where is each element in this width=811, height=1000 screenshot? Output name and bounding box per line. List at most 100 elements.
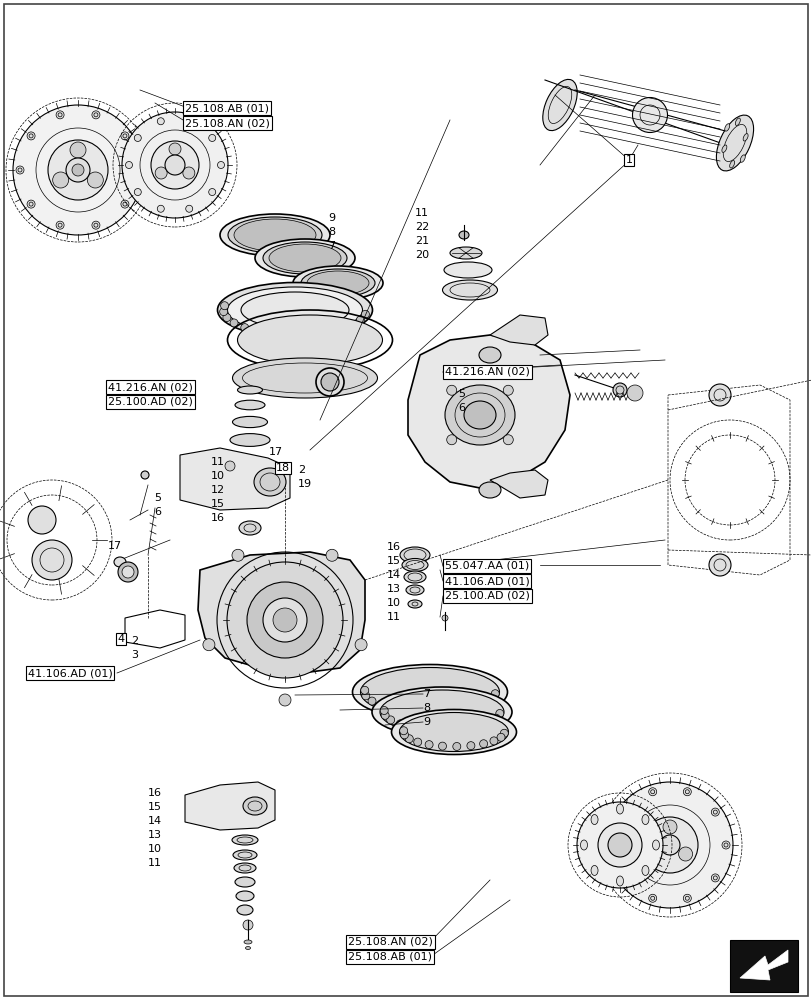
Circle shape xyxy=(151,141,199,189)
Ellipse shape xyxy=(463,401,496,429)
Circle shape xyxy=(28,506,56,534)
Ellipse shape xyxy=(616,876,623,886)
Ellipse shape xyxy=(122,566,134,578)
Text: 4: 4 xyxy=(118,634,124,644)
Circle shape xyxy=(121,200,129,208)
Ellipse shape xyxy=(406,585,423,595)
Circle shape xyxy=(247,582,323,658)
Circle shape xyxy=(648,788,656,796)
Ellipse shape xyxy=(444,385,514,445)
Text: 16: 16 xyxy=(387,542,401,552)
Circle shape xyxy=(92,111,100,119)
Ellipse shape xyxy=(371,687,512,737)
Ellipse shape xyxy=(118,562,138,582)
Ellipse shape xyxy=(241,324,248,332)
Text: 13: 13 xyxy=(148,830,162,840)
Text: 11: 11 xyxy=(211,457,225,467)
Text: 9: 9 xyxy=(328,213,335,223)
Circle shape xyxy=(483,718,491,726)
Ellipse shape xyxy=(400,547,430,563)
Circle shape xyxy=(597,823,642,867)
Circle shape xyxy=(410,707,418,715)
Ellipse shape xyxy=(320,373,338,391)
Ellipse shape xyxy=(242,797,267,815)
Circle shape xyxy=(208,134,216,141)
Circle shape xyxy=(132,166,139,174)
Circle shape xyxy=(380,711,388,719)
Circle shape xyxy=(400,731,408,739)
Ellipse shape xyxy=(407,600,422,608)
Circle shape xyxy=(396,720,404,728)
Circle shape xyxy=(134,134,141,141)
Circle shape xyxy=(457,724,465,732)
Circle shape xyxy=(429,707,437,715)
Ellipse shape xyxy=(228,217,322,253)
Ellipse shape xyxy=(449,247,482,259)
Circle shape xyxy=(710,808,719,816)
Ellipse shape xyxy=(391,710,516,754)
Text: 5: 5 xyxy=(154,493,161,503)
Circle shape xyxy=(367,697,375,705)
Text: 25.108.AN (02): 25.108.AN (02) xyxy=(185,118,269,128)
Circle shape xyxy=(379,702,387,710)
Ellipse shape xyxy=(361,310,369,318)
Ellipse shape xyxy=(632,98,667,133)
Circle shape xyxy=(362,692,369,700)
Circle shape xyxy=(186,205,192,212)
Circle shape xyxy=(496,709,503,717)
Ellipse shape xyxy=(301,269,375,297)
Circle shape xyxy=(155,167,167,179)
Text: 20: 20 xyxy=(414,250,428,260)
Circle shape xyxy=(399,727,407,735)
Text: 17: 17 xyxy=(268,447,283,457)
Circle shape xyxy=(232,549,243,561)
Ellipse shape xyxy=(307,271,368,295)
Circle shape xyxy=(53,172,69,188)
Circle shape xyxy=(72,164,84,176)
Circle shape xyxy=(13,105,143,235)
Circle shape xyxy=(263,598,307,642)
Polygon shape xyxy=(489,470,547,498)
Text: 41.106.AD (01): 41.106.AD (01) xyxy=(28,668,113,678)
Circle shape xyxy=(678,847,692,861)
Circle shape xyxy=(496,733,504,741)
Ellipse shape xyxy=(441,615,448,621)
Circle shape xyxy=(446,435,456,445)
Ellipse shape xyxy=(263,242,346,274)
Text: 25.108.AB (01): 25.108.AB (01) xyxy=(185,103,268,113)
Text: 11: 11 xyxy=(148,858,162,868)
Polygon shape xyxy=(739,950,787,980)
Circle shape xyxy=(609,841,617,849)
Polygon shape xyxy=(180,448,290,510)
Circle shape xyxy=(663,820,676,834)
Circle shape xyxy=(32,540,72,580)
Ellipse shape xyxy=(238,521,260,535)
Ellipse shape xyxy=(233,850,257,860)
Circle shape xyxy=(157,118,164,125)
Ellipse shape xyxy=(356,316,364,324)
Circle shape xyxy=(620,874,628,882)
Text: 15: 15 xyxy=(387,556,401,566)
Ellipse shape xyxy=(590,815,598,825)
Ellipse shape xyxy=(360,668,499,716)
Circle shape xyxy=(70,142,86,158)
Ellipse shape xyxy=(234,863,255,873)
Ellipse shape xyxy=(478,482,500,498)
Ellipse shape xyxy=(399,712,508,752)
Text: 9: 9 xyxy=(423,717,430,727)
Ellipse shape xyxy=(237,386,262,394)
Text: 22: 22 xyxy=(414,222,429,232)
Ellipse shape xyxy=(612,383,626,397)
Circle shape xyxy=(491,690,499,698)
Circle shape xyxy=(721,841,729,849)
Text: 2: 2 xyxy=(298,465,305,475)
Circle shape xyxy=(134,189,141,196)
Ellipse shape xyxy=(217,282,372,338)
Ellipse shape xyxy=(241,292,349,328)
Circle shape xyxy=(405,735,413,743)
Circle shape xyxy=(683,788,690,796)
Ellipse shape xyxy=(458,231,469,239)
Ellipse shape xyxy=(234,400,264,410)
Circle shape xyxy=(464,704,472,712)
Text: 5: 5 xyxy=(457,389,465,399)
